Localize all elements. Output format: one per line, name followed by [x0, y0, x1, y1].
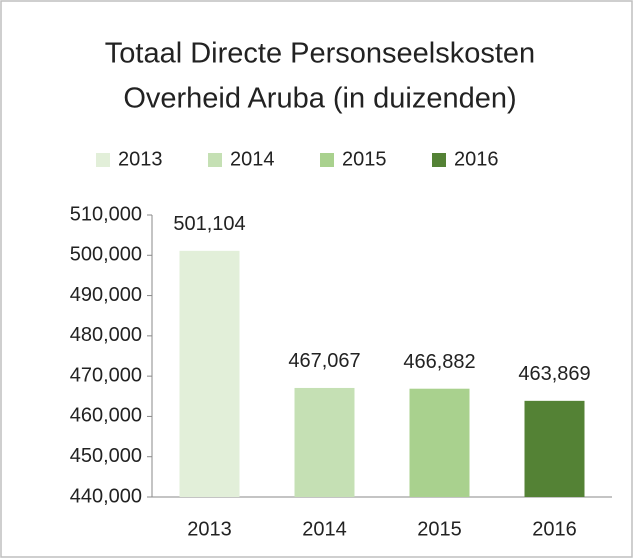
- legend-swatch: [432, 153, 446, 167]
- chart-title: Overheid Aruba (in duizenden): [123, 83, 516, 115]
- legend-label: 2013: [118, 148, 163, 170]
- legend-label: 2015: [342, 148, 387, 170]
- bar: [179, 250, 240, 497]
- bar: [409, 388, 470, 497]
- y-tick-label: 470,000: [70, 364, 142, 386]
- data-label: 501,104: [173, 213, 245, 235]
- data-label: 463,869: [518, 363, 590, 385]
- y-tick-label: 440,000: [70, 485, 142, 507]
- y-tick-label: 450,000: [70, 445, 142, 467]
- data-label: 466,882: [403, 351, 475, 373]
- x-tick-label: 2015: [417, 518, 462, 540]
- legend-label: 2016: [454, 148, 499, 170]
- bar: [524, 400, 585, 497]
- x-tick-label: 2016: [532, 518, 577, 540]
- y-tick-label: 490,000: [70, 284, 142, 306]
- legend-swatch: [96, 153, 110, 167]
- y-tick-label: 500,000: [70, 244, 142, 266]
- legend-label: 2014: [230, 148, 275, 170]
- legend-swatch: [208, 153, 222, 167]
- x-tick-label: 2014: [302, 518, 347, 540]
- y-tick-label: 510,000: [70, 203, 142, 225]
- y-tick-label: 460,000: [70, 405, 142, 427]
- x-tick-label: 2013: [187, 518, 232, 540]
- y-tick-label: 480,000: [70, 324, 142, 346]
- bar: [294, 387, 355, 497]
- legend-swatch: [320, 153, 334, 167]
- data-label: 467,067: [288, 350, 360, 372]
- chart-title: Totaal Directe Personseelskosten: [105, 38, 535, 70]
